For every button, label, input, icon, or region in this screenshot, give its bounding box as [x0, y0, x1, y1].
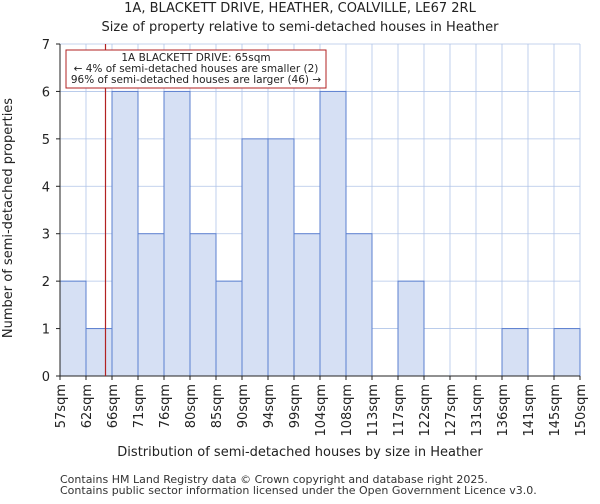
x-tick-label-16: 131sqm — [470, 384, 485, 437]
bar-17 — [501, 328, 529, 377]
bar-7 — [241, 138, 269, 377]
y-tick-label-3: 3 — [42, 228, 50, 243]
x-tick-label-19: 145sqm — [548, 384, 563, 437]
y-tick-label-1: 1 — [42, 323, 50, 338]
bar-8 — [267, 138, 295, 377]
x-tick-label-14: 122sqm — [418, 384, 433, 437]
bar-11 — [345, 233, 373, 377]
annotation-line-2: ← 4% of semi-detached houses are smaller… — [74, 63, 319, 75]
bar-4 — [163, 90, 191, 377]
bar-0 — [59, 280, 87, 377]
x-tick-label-15: 127sqm — [444, 384, 459, 437]
bar-5 — [189, 233, 217, 377]
x-tick-label-3: 71sqm — [132, 384, 147, 428]
x-tick-label-20: 150sqm — [574, 384, 589, 437]
bar-2 — [111, 90, 139, 377]
bar-1 — [85, 328, 113, 377]
chart-title: 1A, BLACKETT DRIVE, HEATHER, COALVILLE, … — [124, 1, 476, 16]
bar-9 — [293, 233, 321, 377]
y-axis-label: Number of semi-detached properties — [1, 98, 16, 338]
x-tick-label-10: 104sqm — [314, 384, 329, 437]
footer-line-1: Contains HM Land Registry data © Crown c… — [60, 473, 488, 486]
x-tick-label-18: 141sqm — [522, 384, 537, 437]
bar-19 — [553, 328, 581, 377]
bar-6 — [215, 280, 243, 377]
y-tick-label-0: 0 — [42, 370, 50, 385]
annotation-box — [65, 49, 327, 89]
x-tick-label-13: 117sqm — [392, 384, 407, 437]
annotation-line-1: 1A BLACKETT DRIVE: 65sqm — [121, 52, 270, 64]
x-tick-label-12: 113sqm — [366, 384, 381, 437]
bar-layer — [59, 90, 581, 377]
y-tick-label-2: 2 — [42, 275, 50, 290]
x-axis-label: Distribution of semi-detached houses by … — [117, 445, 483, 460]
footer-line-2: Contains public sector information licen… — [60, 484, 537, 497]
y-tick-label-7: 7 — [42, 38, 50, 53]
y-tick-labels: 0 1 2 3 4 5 6 7 — [42, 38, 60, 385]
x-tick-label-1: 62sqm — [80, 384, 95, 428]
x-tick-label-17: 136sqm — [496, 384, 511, 437]
x-tick-label-11: 108sqm — [340, 384, 355, 437]
x-tick-label-9: 99sqm — [288, 384, 303, 428]
x-tick-label-5: 80sqm — [184, 384, 199, 428]
x-tick-label-4: 76sqm — [158, 384, 173, 428]
x-tick-label-8: 94sqm — [262, 384, 277, 428]
bar-13 — [397, 280, 425, 377]
y-tick-label-5: 5 — [42, 133, 50, 148]
bar-10 — [319, 90, 347, 377]
x-tick-labels: 57sqm 62sqm 66sqm 71sqm 76sqm 80sqm 85sqm 90sqm… — [54, 376, 589, 437]
y-tick-label-6: 6 — [42, 85, 50, 100]
y-tick-label-4: 4 — [42, 180, 50, 195]
x-tick-label-2: 66sqm — [106, 384, 121, 428]
bar-3 — [137, 233, 165, 377]
x-tick-label-0: 57sqm — [54, 384, 69, 428]
chart-subtitle: Size of property relative to semi-detach… — [102, 20, 500, 35]
x-tick-label-6: 85sqm — [210, 384, 225, 428]
x-tick-label-7: 90sqm — [236, 384, 251, 428]
annotation-line-3: 96% of semi-detached houses are larger (… — [71, 74, 322, 86]
